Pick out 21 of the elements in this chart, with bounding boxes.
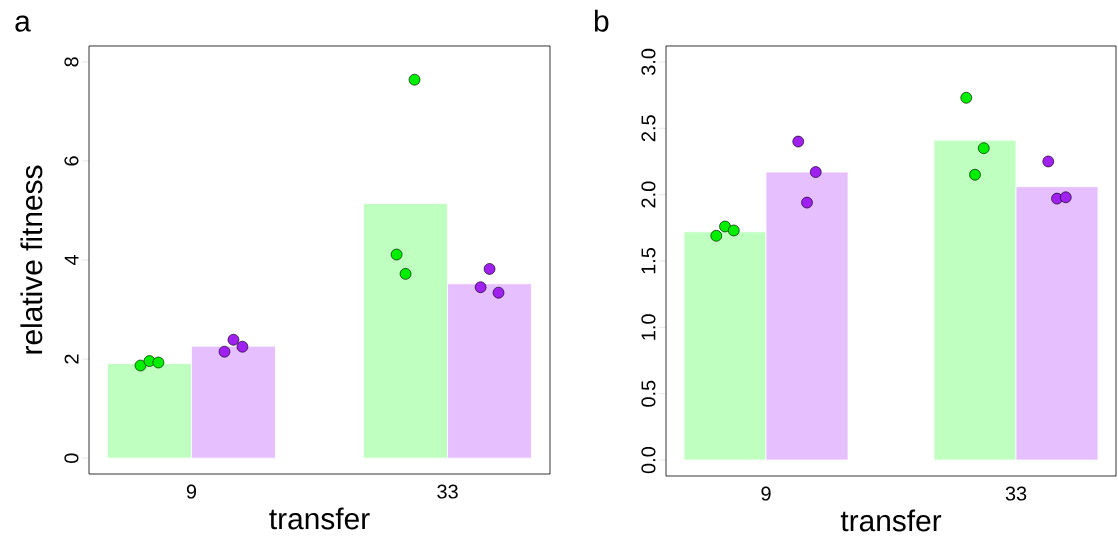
y-tick-label: 2.5 bbox=[641, 115, 656, 142]
y-tick-label: 1.5 bbox=[641, 247, 656, 274]
x-axis-title: transfer bbox=[269, 507, 370, 530]
y-tick-label: 2 bbox=[64, 354, 79, 364]
y-tick-label: 2.0 bbox=[641, 181, 656, 208]
chart-title: a bbox=[15, 15, 31, 32]
y-tick-label: 3.0 bbox=[641, 48, 656, 75]
x-tick-label: 9 bbox=[761, 486, 771, 501]
x-tick-label: 9 bbox=[186, 484, 197, 499]
y-tick-label: 6 bbox=[64, 156, 79, 166]
y-tick-label: 0.5 bbox=[641, 380, 656, 407]
y-tick-label: 4 bbox=[64, 255, 79, 266]
chart-title: b bbox=[594, 9, 609, 32]
x-tick-label: 33 bbox=[1005, 486, 1027, 501]
y-axis-title: relative fitness bbox=[20, 165, 43, 354]
y-tick-label: 1.0 bbox=[641, 314, 656, 340]
y-tick-label: 8 bbox=[64, 57, 79, 67]
x-axis-title: transfer bbox=[840, 509, 942, 532]
y-tick-label: 0.0 bbox=[641, 447, 656, 474]
x-tick-label: 33 bbox=[437, 484, 458, 499]
y-tick-label: 0 bbox=[64, 453, 79, 463]
